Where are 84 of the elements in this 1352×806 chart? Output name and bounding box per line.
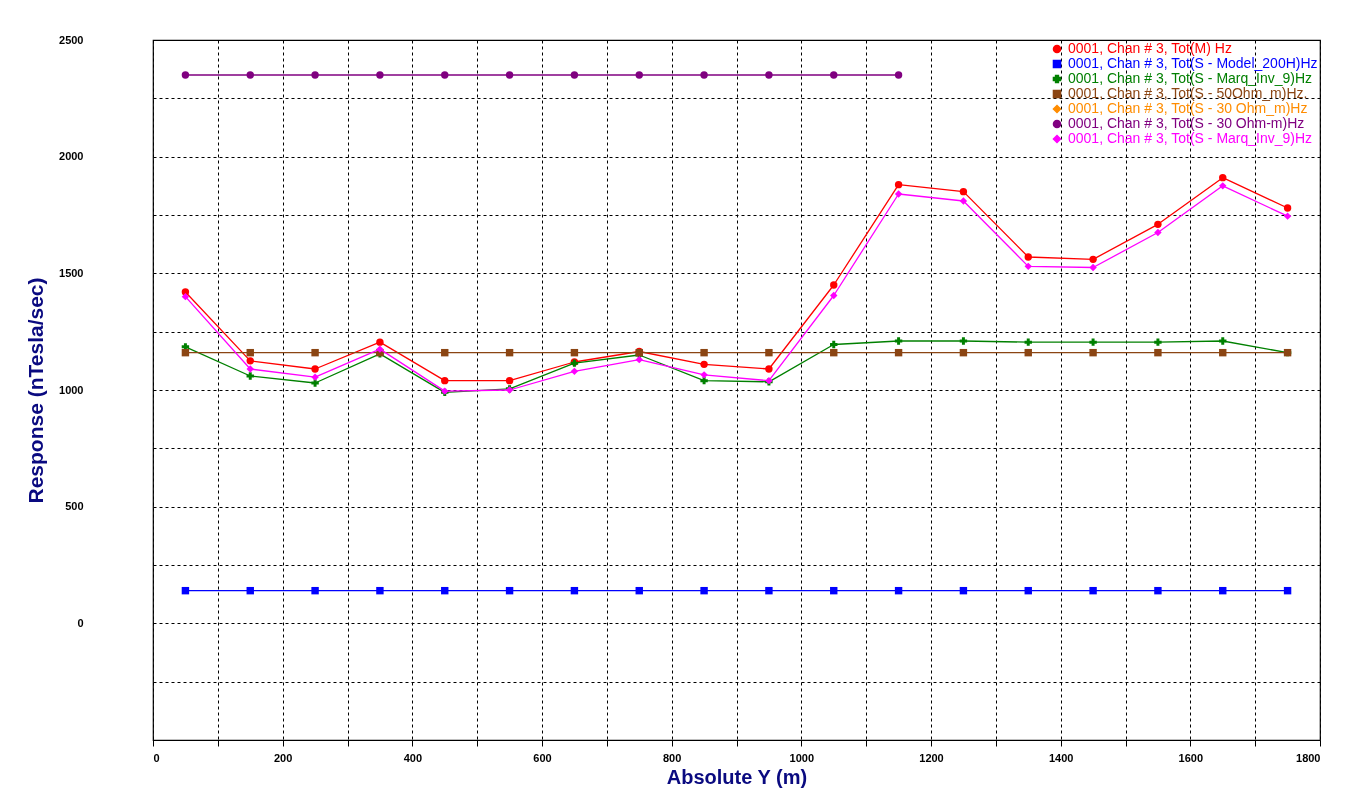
point	[1024, 253, 1032, 261]
y-axis-title: Response (nTesla/sec)	[24, 277, 48, 504]
legend-label: 0001, Chan # 3, Tot(S - 50Ohm_m)Hz.	[1068, 85, 1308, 101]
point	[570, 367, 579, 376]
y-tick-label: 500	[65, 500, 84, 513]
point	[181, 292, 190, 301]
point	[376, 338, 384, 346]
point	[959, 197, 968, 205]
point	[311, 365, 319, 373]
x-tick-label: 0	[153, 751, 160, 764]
x-tick-label: 400	[403, 751, 423, 764]
x-tick-label: 1400	[1048, 751, 1074, 764]
point	[700, 360, 708, 369]
point	[765, 586, 773, 595]
point	[700, 376, 708, 385]
point	[959, 337, 968, 345]
point	[894, 71, 903, 79]
point	[894, 190, 903, 198]
point	[1219, 337, 1227, 345]
point	[700, 586, 708, 595]
point	[1089, 263, 1097, 272]
point	[830, 340, 838, 349]
point	[376, 586, 384, 595]
point	[1089, 338, 1097, 346]
x-tick-label: 1000	[789, 751, 815, 764]
point	[441, 376, 449, 385]
point	[894, 337, 903, 345]
point	[700, 348, 708, 357]
point	[1089, 255, 1097, 264]
point	[311, 348, 319, 357]
x-tick-label: 600	[533, 751, 552, 764]
point	[959, 187, 968, 196]
x-tick-label: 1800	[1296, 751, 1321, 764]
point	[1154, 586, 1162, 595]
point	[635, 71, 643, 79]
point	[830, 281, 838, 289]
legend-label: 0001, Chan # 3, Tot(S - Marq_Inv_9)Hz	[1068, 130, 1313, 146]
point	[376, 71, 384, 79]
point	[894, 180, 903, 189]
point	[181, 71, 190, 79]
point	[1154, 220, 1162, 229]
y-tick-label: 0	[77, 616, 84, 629]
point	[765, 365, 773, 373]
y-tick-label: 2500	[59, 33, 84, 46]
point	[1024, 338, 1032, 346]
x-tick-label: 1600	[1178, 751, 1204, 764]
y-tick-label: 1500	[59, 266, 84, 279]
point	[505, 376, 514, 385]
point	[311, 71, 319, 79]
point	[505, 71, 514, 79]
point	[1219, 182, 1227, 190]
point	[1219, 173, 1227, 182]
x-tick-label: 200	[273, 751, 293, 764]
point	[441, 71, 449, 79]
point	[830, 291, 838, 300]
point	[246, 71, 254, 79]
point	[246, 372, 254, 380]
legend-label: 0001, Chan # 3, Tot(S - 30 Ohm_m)Hz	[1068, 100, 1308, 116]
point	[765, 348, 773, 357]
x-axis-title: Absolute Y (m)	[666, 765, 808, 788]
point	[311, 379, 319, 387]
point	[1089, 348, 1097, 357]
point	[700, 71, 708, 79]
legend-label: 0001, Chan # 3, Tot(S - Model_200H)Hz	[1068, 55, 1318, 71]
x-tick-label: 1200	[919, 751, 944, 764]
point	[1024, 262, 1032, 271]
legend-label: 0001, Chan # 3, Tot(S - 30 Ohm-m)Hz	[1068, 115, 1305, 131]
point	[1154, 228, 1162, 237]
point	[311, 586, 319, 595]
legend-label: 0001, Chan # 3, Tot(S - Marq_Inv_9)Hz	[1068, 70, 1313, 86]
point	[635, 355, 643, 364]
point	[1154, 338, 1162, 346]
y-tick-label: 1000	[59, 383, 84, 396]
x-tick-label: 800	[662, 751, 682, 764]
point	[570, 71, 579, 79]
point	[1283, 212, 1292, 220]
point	[765, 71, 773, 79]
point	[1089, 586, 1097, 595]
point	[246, 357, 254, 365]
y-tick-label: 2000	[59, 150, 84, 163]
point	[1283, 204, 1292, 212]
point	[1154, 348, 1162, 357]
point	[830, 71, 838, 79]
legend-label: 0001, Chan # 3, Tot(M) Hz	[1068, 40, 1232, 56]
